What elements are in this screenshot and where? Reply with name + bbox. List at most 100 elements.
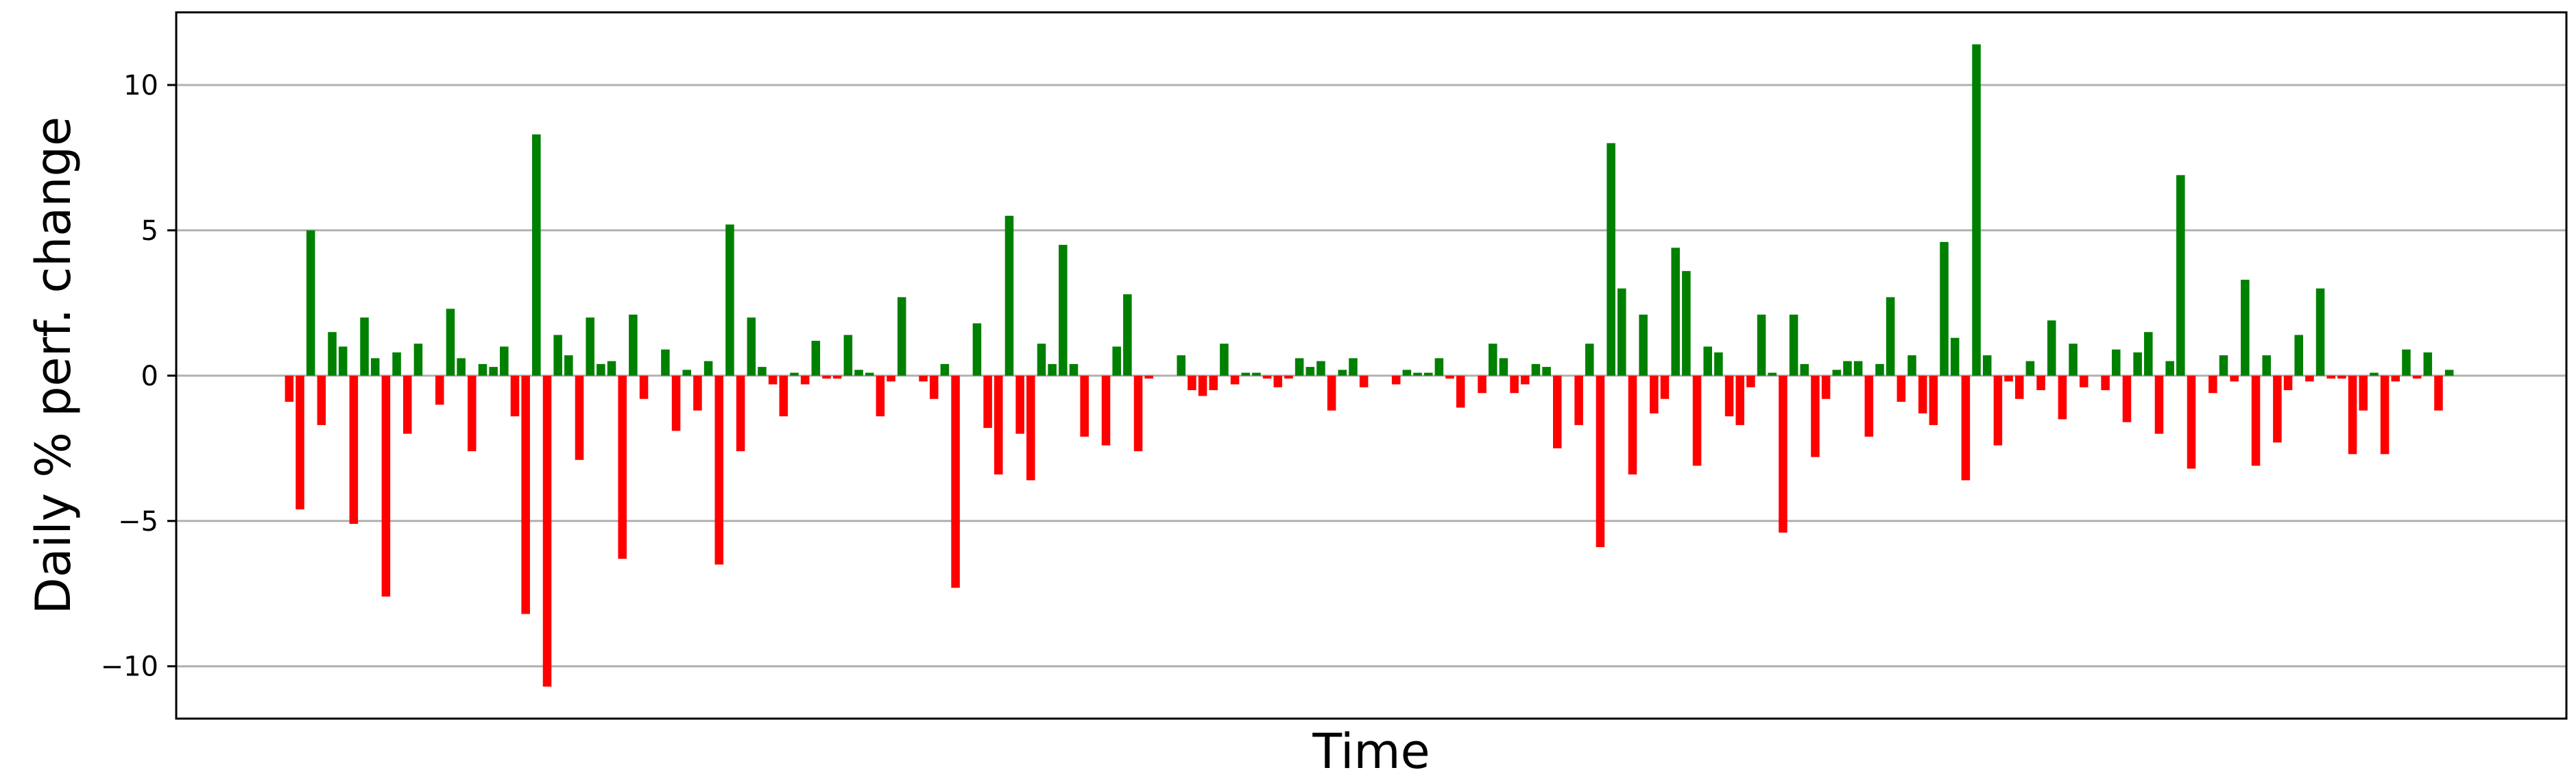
bar <box>2036 375 2045 391</box>
bar <box>435 375 444 405</box>
bar <box>1843 361 1852 376</box>
bar <box>2230 375 2239 382</box>
x-axis-label: Time <box>1312 723 1430 778</box>
y-tick-label: −10 <box>101 651 158 683</box>
bar <box>1628 375 1637 474</box>
bar <box>413 344 423 376</box>
bar <box>1875 363 1884 376</box>
bar <box>360 317 369 376</box>
bar <box>542 375 552 687</box>
bar <box>1585 344 1594 376</box>
bar <box>779 375 789 417</box>
bar <box>2241 279 2250 376</box>
bar <box>1993 375 2003 446</box>
bar <box>586 317 594 376</box>
bar <box>1800 363 1809 376</box>
bar <box>1853 361 1863 376</box>
bar <box>328 332 337 376</box>
bar <box>478 363 487 376</box>
bar <box>1929 375 1938 425</box>
bar <box>983 375 992 429</box>
bar <box>1230 375 1240 385</box>
y-tick-label: 0 <box>141 361 158 392</box>
bar <box>2154 375 2164 434</box>
bar <box>1252 372 1261 376</box>
bar <box>607 361 616 376</box>
bar <box>597 363 605 376</box>
bar <box>2359 375 2368 411</box>
bar <box>2262 355 2271 376</box>
bar <box>736 375 745 452</box>
y-axis-ticks: 10 5 0 −5 −10 <box>101 70 176 683</box>
bar <box>457 358 466 376</box>
bar <box>1262 375 1272 379</box>
bar <box>2144 332 2153 376</box>
bar <box>1779 375 1787 533</box>
bar <box>553 335 562 376</box>
bar <box>714 375 724 565</box>
bar <box>1703 346 1712 376</box>
bar <box>854 370 863 376</box>
bar <box>510 375 520 417</box>
bar <box>349 375 359 525</box>
bar <box>1241 372 1251 376</box>
bar <box>1864 375 1874 437</box>
bar <box>1757 314 1766 376</box>
bar <box>822 375 831 379</box>
bar <box>629 314 638 376</box>
bar <box>446 309 455 376</box>
bar <box>1542 367 1551 376</box>
bar <box>1606 143 1615 376</box>
bar <box>1510 375 1519 394</box>
bar <box>790 372 799 376</box>
bar <box>1026 375 1035 481</box>
bar <box>703 361 713 376</box>
bar <box>1133 375 1143 452</box>
bar <box>2014 375 2024 399</box>
bar <box>865 372 874 376</box>
bar <box>1499 358 1508 376</box>
bar <box>2380 375 2390 455</box>
bar <box>2337 375 2346 379</box>
bar <box>1811 375 1820 457</box>
bar <box>1316 361 1325 376</box>
bar <box>2251 375 2261 466</box>
bar <box>489 367 498 376</box>
bar <box>2305 375 2314 382</box>
bar <box>2112 349 2121 376</box>
y-tick-label: −5 <box>118 506 158 538</box>
gridlines <box>176 84 2566 668</box>
bar <box>1972 44 1981 376</box>
bar <box>2273 375 2282 443</box>
bar <box>1574 375 1583 425</box>
bar <box>897 297 906 376</box>
bar <box>1327 375 1336 411</box>
bar <box>317 375 326 425</box>
bar <box>1821 375 1831 399</box>
bar <box>1080 375 1089 437</box>
bar <box>1488 344 1497 376</box>
bar <box>2283 375 2293 391</box>
bar <box>800 375 810 385</box>
bar <box>1478 375 1486 394</box>
bar <box>468 375 477 452</box>
bar <box>1950 337 1960 376</box>
bar <box>1886 297 1895 376</box>
bar <box>843 335 853 376</box>
bar <box>2326 375 2336 379</box>
bar <box>1434 358 1444 376</box>
bar <box>338 346 348 376</box>
bar <box>370 358 380 376</box>
bar <box>2444 370 2454 376</box>
bar <box>994 375 1003 474</box>
bar <box>1456 375 1465 408</box>
bar <box>575 375 584 460</box>
bar <box>1391 375 1401 385</box>
bar <box>2208 375 2217 394</box>
bar <box>1789 314 1798 376</box>
bars <box>285 44 2454 687</box>
bar <box>1198 375 1207 396</box>
bar <box>402 375 412 434</box>
bar <box>2348 375 2357 455</box>
bar <box>811 340 821 376</box>
